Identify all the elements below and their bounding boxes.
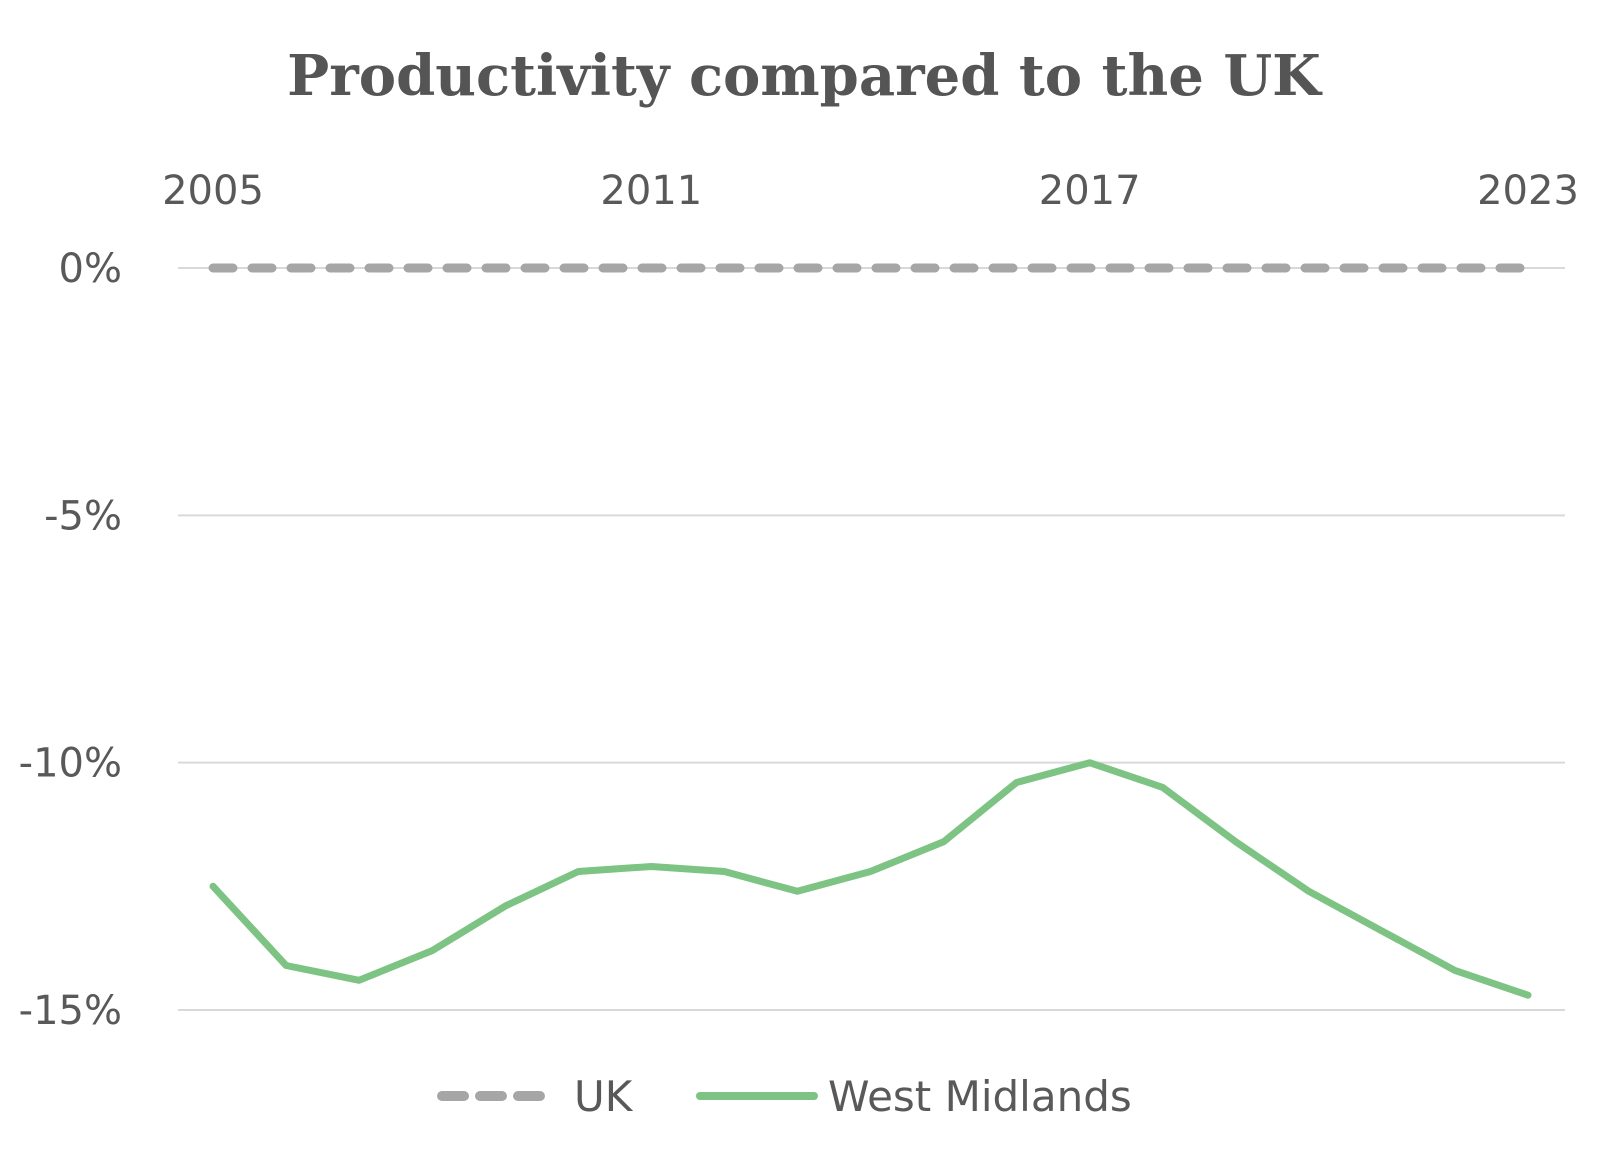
x-tick-label: 2017	[1039, 168, 1141, 214]
x-tick-label: 2005	[162, 168, 264, 214]
x-axis-ticks: 2005 2011 2017 2023	[162, 168, 1579, 214]
y-tick-label: -15%	[19, 988, 122, 1034]
series-line-west-midlands	[209, 759, 1532, 999]
x-tick-label: 2023	[1477, 168, 1579, 214]
plot-series	[208, 263, 1533, 999]
legend: UK West Midlands	[437, 1072, 1132, 1121]
legend-uk-label: UK	[574, 1072, 634, 1121]
gridlines	[178, 267, 1565, 1011]
chart-title: Productivity compared to the UK	[287, 43, 1323, 109]
x-tick-label: 2011	[600, 168, 702, 214]
legend-west-midlands-label: West Midlands	[828, 1072, 1132, 1121]
y-tick-label: -5%	[44, 493, 122, 539]
y-axis-ticks: 0% -5% -10% -15%	[19, 246, 122, 1034]
y-tick-label: -10%	[19, 741, 122, 787]
y-tick-label: 0%	[59, 246, 122, 292]
